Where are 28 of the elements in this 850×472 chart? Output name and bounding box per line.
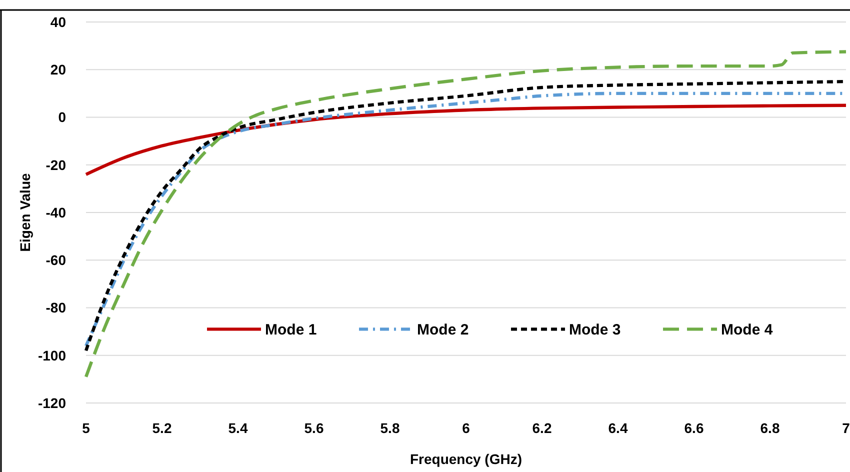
x-tick-label: 5.2 bbox=[152, 420, 172, 436]
y-tick-label: -80 bbox=[46, 300, 66, 316]
x-tick-label: 7 bbox=[842, 420, 850, 436]
y-tick-label: -60 bbox=[46, 252, 66, 268]
x-tick-label: 5.4 bbox=[228, 420, 248, 436]
y-tick-label: -20 bbox=[46, 156, 66, 173]
legend-label: Mode 2 bbox=[417, 321, 469, 338]
legend-label: Mode 3 bbox=[569, 321, 621, 338]
line-series bbox=[84, 104, 848, 176]
x-tick-label: 5 bbox=[82, 420, 90, 436]
y-tick-label: 0 bbox=[58, 109, 66, 126]
y-tick-label: -100 bbox=[38, 347, 66, 364]
y-tick-label: 40 bbox=[50, 14, 66, 30]
x-tick-label: 6 bbox=[462, 420, 470, 436]
x-tick-label: 5.6 bbox=[304, 420, 324, 436]
x-tick-label: 5.8 bbox=[380, 420, 400, 436]
legend-label: Mode 1 bbox=[265, 321, 317, 338]
x-tick-label: 6.6 bbox=[684, 420, 704, 436]
x-tick-label: 6.4 bbox=[608, 420, 628, 436]
y-tick-label: 20 bbox=[50, 62, 66, 78]
x-axis-title: Frequency (GHz) bbox=[410, 451, 522, 467]
y-tick-label: -40 bbox=[46, 204, 66, 220]
x-tick-label: 6.2 bbox=[532, 420, 552, 436]
y-tick-label: -120 bbox=[38, 394, 66, 411]
legend-label: Mode 4 bbox=[721, 321, 774, 338]
y-axis-title: Eigen Value bbox=[17, 172, 33, 252]
x-tick-label: 6.8 bbox=[760, 420, 780, 436]
line-series bbox=[84, 50, 848, 378]
